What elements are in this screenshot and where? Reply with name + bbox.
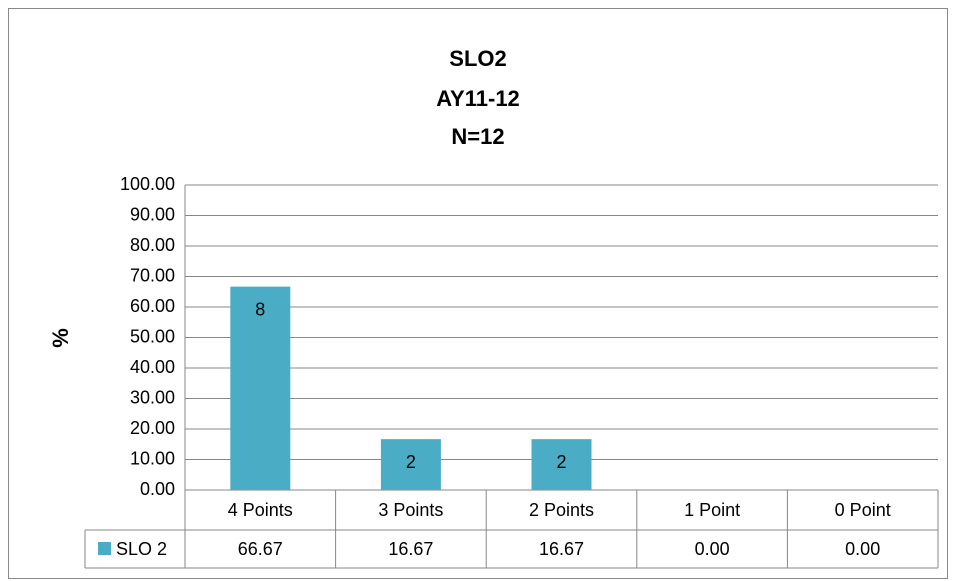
- y-tick-label: 40.00: [130, 357, 175, 377]
- y-tick-label: 60.00: [130, 296, 175, 316]
- y-tick-label: 70.00: [130, 265, 175, 285]
- chart-subtitle: N=12: [451, 124, 504, 149]
- legend-label: SLO 2: [116, 539, 167, 559]
- bar: [380, 439, 441, 490]
- table-value: 0.00: [845, 539, 880, 559]
- y-tick-label: 20.00: [130, 418, 175, 438]
- x-tick-label: 3 Points: [378, 500, 443, 520]
- y-tick-label: 0.00: [140, 479, 175, 499]
- legend-key: [98, 542, 111, 555]
- bar: [531, 439, 592, 490]
- y-tick-label: 10.00: [130, 448, 175, 468]
- y-axis-label: %: [48, 328, 73, 348]
- y-tick-label: 50.00: [130, 326, 175, 346]
- bar: [230, 286, 291, 490]
- y-tick-label: 30.00: [130, 387, 175, 407]
- chart-subtitle: AY11-12: [436, 86, 520, 111]
- chart-border: [8, 8, 948, 579]
- table-value: 0.00: [695, 539, 730, 559]
- table-value: 16.67: [539, 539, 584, 559]
- table-value: 16.67: [388, 539, 433, 559]
- y-tick-label: 80.00: [130, 235, 175, 255]
- data-label: 2: [406, 452, 416, 472]
- data-label: 8: [255, 299, 265, 319]
- chart-title: SLO2: [449, 46, 506, 71]
- x-tick-label: 0 Point: [835, 500, 891, 520]
- data-label: 2: [556, 452, 566, 472]
- x-tick-label: 4 Points: [228, 500, 293, 520]
- table-value: 66.67: [238, 539, 283, 559]
- y-tick-label: 90.00: [130, 204, 175, 224]
- x-tick-label: 1 Point: [684, 500, 740, 520]
- y-tick-label: 100.00: [120, 174, 175, 194]
- x-tick-label: 2 Points: [529, 500, 594, 520]
